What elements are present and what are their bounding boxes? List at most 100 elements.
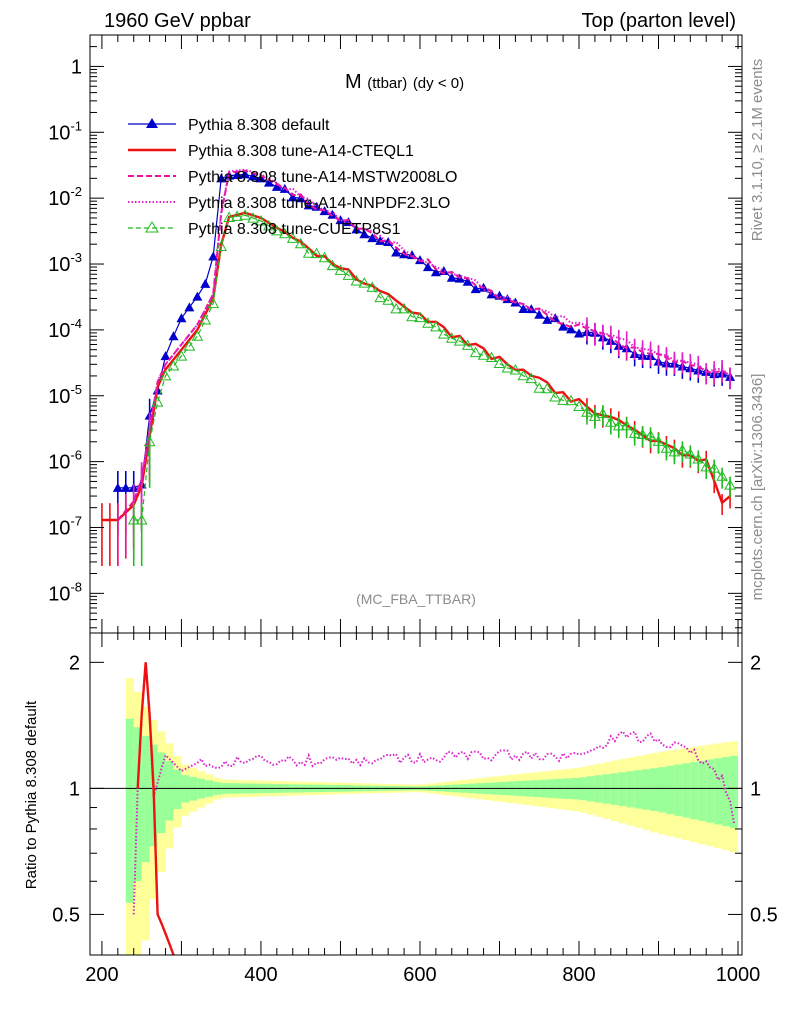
legend-item-mstw: Pythia 8.308 tune-A14-MSTW2008LO [128,169,457,186]
data-point [278,227,291,239]
data-point [628,427,641,438]
ratio-band-inner [642,769,651,810]
data-point [334,264,347,275]
data-point [390,302,402,314]
data-point [318,251,331,263]
y-tick-label: 10-8 [48,579,82,605]
y-tick-label: 10-1 [48,118,82,144]
data-point [566,324,577,334]
data-point [167,359,180,371]
legend-label: Pythia 8.308 tune-A14-NNPDF2.3LO [188,195,450,212]
plot-title-main: M [345,71,362,93]
data-point [263,177,274,187]
plot-title: M (ttbar) (dy < 0) [345,71,464,93]
data-point [271,224,283,236]
series-line-cteql1 [101,211,731,522]
data-point [525,372,538,384]
data-point [533,382,546,393]
ratio-frame [89,632,743,956]
header-right: Top (parton level) [581,10,736,32]
ratio-ylabel: Ratio to Pythia 8.308 default [23,700,40,889]
ratio-band-inner [658,767,667,813]
data-point [127,513,140,525]
data-point [263,219,275,231]
ratio-band-inner [602,774,611,804]
data-point [517,369,530,381]
ratio-band-inner [690,762,699,820]
ratio-y-tick-label: 1 [69,778,80,800]
y-tick-label: 10-3 [48,250,82,276]
ratio-band-inner [610,773,619,805]
plot-title-sub: (ttbar) [367,75,407,92]
data-point [143,435,156,447]
series-cuetp8s1 [127,209,736,567]
data-point [502,294,513,304]
data-point [430,267,441,277]
data-point [445,332,458,343]
ratio-band-inner [674,764,683,816]
data-point [636,428,649,440]
data-point [668,445,681,457]
data-point [248,171,258,181]
data-point [589,410,601,421]
x-tick-label: 600 [403,964,436,986]
data-point [239,209,251,220]
y-tick-label: 10-7 [48,513,82,539]
ratio-y-tick-label-right: 0.5 [750,904,778,926]
data-point [644,429,657,441]
ratio-band-inner [157,752,166,833]
data-point [183,340,196,351]
ratio-y-tick-label: 2 [69,652,80,674]
data-point [612,419,625,431]
data-point [271,181,282,191]
data-point [359,229,370,239]
data-point [366,281,379,292]
data-point [135,513,148,525]
data-point [231,210,243,221]
ratio-y-tick-label-right: 2 [750,652,761,674]
ratio-band-inner [165,760,174,821]
data-point [597,407,609,419]
data-point [199,313,212,325]
data-point [367,233,378,243]
side-label-bottom: mcplots.cern.ch [arXiv:1306.3436] [749,374,766,601]
data-point [414,311,426,323]
data-point [477,349,490,360]
data-point [310,247,323,259]
data-point [286,232,299,243]
legend-label: Pythia 8.308 tune-A14-CTEQL1 [188,143,414,160]
y-tick-label: 10-4 [48,316,82,342]
ratio-band-inner [650,768,659,812]
data-point [485,351,498,363]
legend-label: Pythia 8.308 default [188,117,330,134]
data-point [255,173,266,183]
data-point [350,275,363,286]
data-point [160,351,171,361]
x-tick-label: 1000 [716,964,761,986]
data-point [558,321,569,331]
data-point [652,435,665,446]
data-point [382,294,395,305]
data-point [358,277,371,288]
ratio-line-cteql1 [136,662,175,956]
data-point [660,442,673,453]
x-tick-label: 200 [85,964,118,986]
data-point [620,419,633,431]
data-point [168,331,179,341]
data-point [430,320,442,332]
ratio-band-inner [125,718,134,903]
ratio-band-inner [594,775,603,803]
ratio-band-inner [698,760,707,821]
x-tick-label: 400 [244,964,277,986]
legend-item-cuetp8s1: Pythia 8.308 tune-CUETP8S1 [128,221,401,238]
ratio-y-tick-label-right: 1 [750,778,761,800]
data-point [120,482,131,492]
data-point [374,291,387,303]
ratio-band-inner [626,771,635,808]
header-left: 1960 GeV ppbar [104,10,251,32]
ratio-band-inner [714,758,723,825]
legend-marker [146,118,158,128]
data-point [159,369,172,381]
legend: Pythia 8.308 default Pythia 8.308 tune-A1… [128,117,457,238]
data-point [534,309,545,319]
